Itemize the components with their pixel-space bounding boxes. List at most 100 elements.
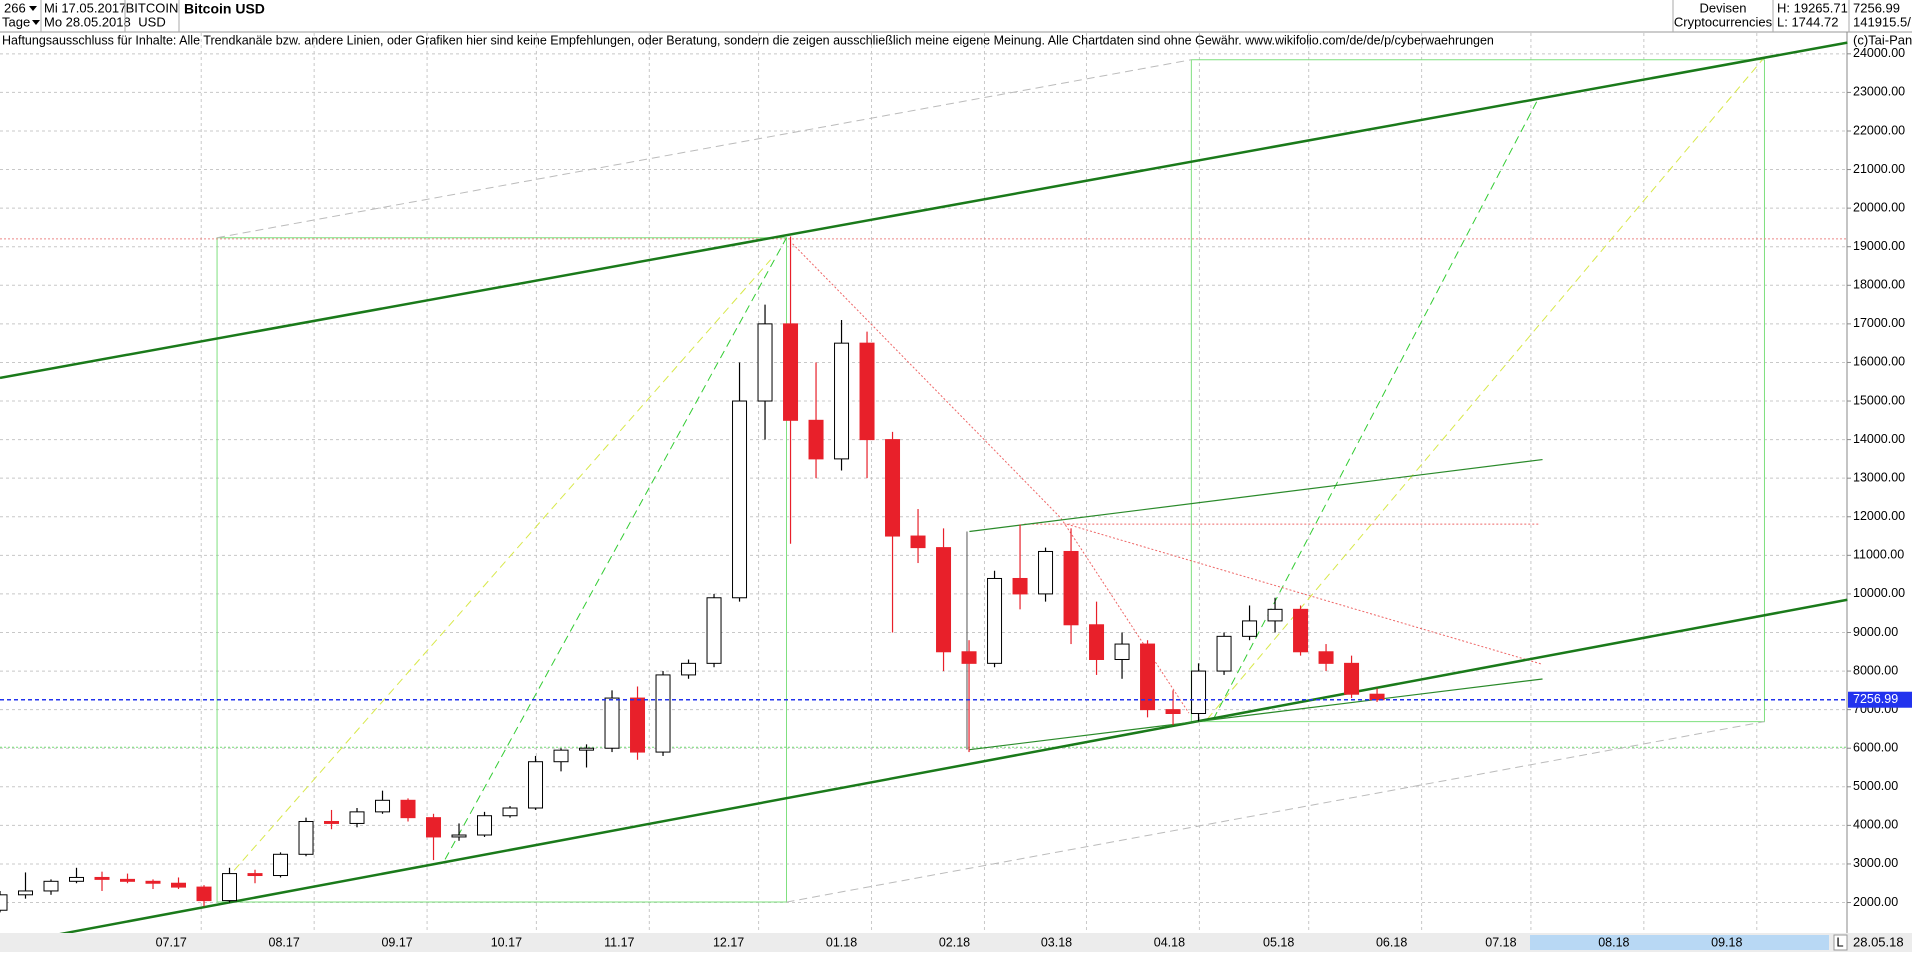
dropdown-arrow[interactable] xyxy=(32,20,40,25)
y-tick-label: 18000.00 xyxy=(1853,278,1905,292)
x-tick-label: 07.18 xyxy=(1485,935,1516,949)
candle-body xyxy=(1344,662,1360,695)
candle-body xyxy=(757,323,773,402)
candle-body xyxy=(1165,709,1181,714)
candle-body xyxy=(222,873,238,902)
candle-body xyxy=(502,807,518,817)
annotations xyxy=(0,43,1847,937)
candle-body xyxy=(630,697,646,753)
last-price-label: 7256.99 xyxy=(1853,692,1898,706)
x-tick-label: 09.17 xyxy=(381,935,412,949)
candle-body xyxy=(120,878,136,882)
candle-body xyxy=(1242,620,1258,637)
y-tick-label: 22000.00 xyxy=(1853,123,1905,137)
y-tick-label: 17000.00 xyxy=(1853,316,1905,330)
y-tick-label: 19000.00 xyxy=(1853,239,1905,253)
trend-line xyxy=(969,679,1542,750)
candle-body xyxy=(1089,624,1105,660)
candle-body xyxy=(783,323,799,421)
y-tick-label: 14000.00 xyxy=(1853,432,1905,446)
x-tick-label: 08.18 xyxy=(1598,935,1629,949)
candle-body xyxy=(426,817,442,838)
candle-body xyxy=(885,439,901,537)
candle-body xyxy=(451,834,467,838)
chart-title: Bitcoin USD xyxy=(184,1,265,17)
trend-line xyxy=(969,460,1542,532)
candle-body xyxy=(1293,608,1309,653)
candle-body xyxy=(834,342,850,460)
high-info: H: 19265.71 xyxy=(1777,0,1848,15)
candle-body xyxy=(196,886,212,902)
candle-body xyxy=(273,853,289,877)
market: Devisen xyxy=(1700,0,1747,15)
y-tick-label: 4000.00 xyxy=(1853,818,1898,832)
candle-body xyxy=(94,876,110,880)
x-tick-label: 03.18 xyxy=(1041,935,1072,949)
candle-body xyxy=(1216,635,1232,672)
period[interactable]: Tage xyxy=(2,14,30,29)
y-tick-label: 13000.00 xyxy=(1853,470,1905,484)
candle-body xyxy=(987,577,1003,664)
bar-count[interactable]: 266 xyxy=(4,0,26,15)
candle-body xyxy=(655,674,671,753)
candle-body xyxy=(1038,550,1054,595)
y-tick-label: 21000.00 xyxy=(1853,162,1905,176)
y-tick-label: 20000.00 xyxy=(1853,200,1905,214)
projection-line xyxy=(445,238,786,860)
candle-body xyxy=(1191,670,1207,714)
scale-button[interactable] xyxy=(1833,934,1848,951)
x-axis: 07.17 08.17 09.17 10.17 11.17 12.17 01.18 02.18… xyxy=(156,935,1743,949)
candle-body xyxy=(808,419,824,460)
candle-body xyxy=(18,890,34,896)
candle-body xyxy=(247,873,263,877)
disclaimer: Haftungsausschluss für Inhalte: Alle Tre… xyxy=(2,33,1494,47)
candle-body xyxy=(1318,651,1334,664)
x-tick-label: 06.18 xyxy=(1376,935,1407,949)
volume: 141915.5/ xyxy=(1853,14,1911,29)
candle-body xyxy=(681,662,697,676)
candles xyxy=(0,236,1847,913)
candle-body xyxy=(706,597,722,664)
y-tick-label: 6000.00 xyxy=(1853,741,1898,755)
symbol: BITCOIN xyxy=(126,0,179,15)
candle-body xyxy=(171,882,187,888)
last-price-box xyxy=(1848,691,1912,708)
candle-body xyxy=(859,342,875,441)
candle-body xyxy=(69,876,85,882)
from-date: Mi 17.05.2017 xyxy=(44,0,126,15)
last-price: 7256.99 xyxy=(1853,0,1900,15)
channel-upper xyxy=(0,43,1847,378)
projection-line xyxy=(1213,98,1539,720)
candle-body xyxy=(604,697,620,749)
y-tick-label: 9000.00 xyxy=(1853,625,1898,639)
candle-body xyxy=(298,821,314,855)
scale-mode[interactable]: L xyxy=(1836,934,1843,949)
candle-body xyxy=(1012,577,1028,595)
candle-body xyxy=(349,811,365,824)
candle-body xyxy=(732,400,748,599)
candle-body xyxy=(145,880,161,884)
y-tick-label: 2000.00 xyxy=(1853,895,1898,909)
x-tick-label: 04.18 xyxy=(1154,935,1185,949)
candle-body xyxy=(528,761,544,809)
candle-body xyxy=(1063,550,1079,626)
x-tick-label: 08.17 xyxy=(269,935,300,949)
to-date: Mo 28.05.2018 xyxy=(44,14,131,29)
candle-body xyxy=(961,651,977,664)
projection-box xyxy=(217,238,786,902)
currency: USD xyxy=(138,14,165,29)
group: Cryptocurrencies xyxy=(1674,14,1773,29)
y-tick-label: 23000.00 xyxy=(1853,85,1905,99)
candle-body xyxy=(910,535,926,549)
candle-body xyxy=(375,799,391,813)
dropdown-arrow[interactable] xyxy=(29,6,37,11)
candle-body xyxy=(1267,608,1283,622)
projection-box xyxy=(1191,60,1764,722)
x-tick-label: 05.18 xyxy=(1263,935,1294,949)
scroll-thumb[interactable] xyxy=(1530,935,1829,950)
projection-line xyxy=(226,260,771,880)
projection-line xyxy=(1207,57,1764,719)
low-info: L: 1744.72 xyxy=(1777,14,1838,29)
candle-body xyxy=(579,747,595,751)
